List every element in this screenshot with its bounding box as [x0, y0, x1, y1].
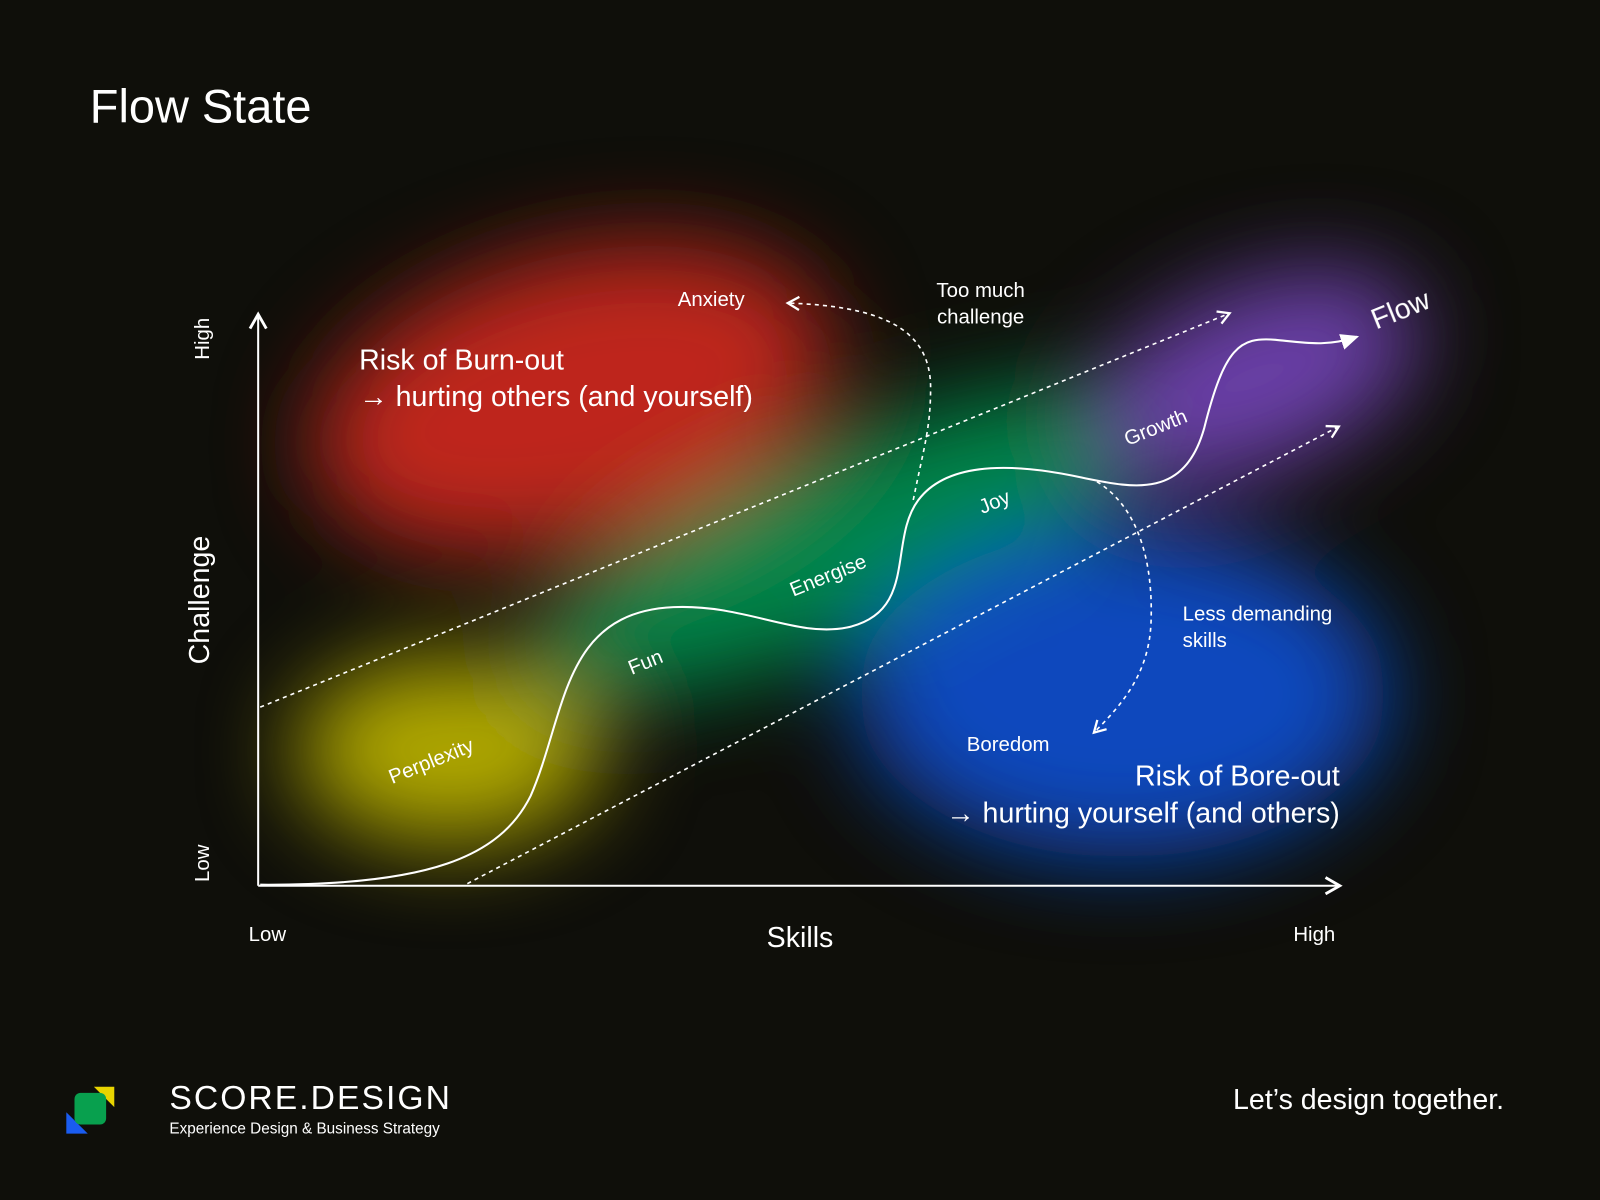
x-high: High — [1293, 924, 1335, 946]
burnout-title: Risk of Burn-out — [359, 344, 564, 376]
axes — [248, 311, 1343, 896]
color-zones — [295, 243, 1420, 858]
y-high: High — [192, 318, 214, 360]
x-label: Skills — [767, 922, 834, 954]
annotation-line: skills — [1183, 630, 1227, 652]
boreout-subtitle: → hurting yourself (and others) — [946, 797, 1340, 829]
flow-curve — [260, 334, 1360, 886]
annotation-line: Too much — [936, 280, 1024, 302]
title: Flow State — [90, 80, 312, 132]
x-low: Low — [249, 924, 287, 946]
boreout-title: Risk of Bore-out — [1135, 761, 1340, 793]
annotation-line: challenge — [937, 306, 1024, 328]
y-low: Low — [192, 844, 214, 882]
guide-lines — [259, 295, 1341, 885]
axis-labels: High Low Challenge Low Skills High — [184, 318, 1335, 954]
burnout-subtitle: → hurting others (and yourself) — [359, 381, 753, 413]
tagline: Experience Design & Business Strategy — [169, 1121, 440, 1138]
annotation-line: Less demanding — [1183, 603, 1333, 625]
brand: SCORE.DESIGN — [169, 1080, 452, 1117]
y-label: Challenge — [184, 536, 216, 665]
anxiety: Anxiety — [678, 289, 746, 311]
boredom: Boredom — [967, 734, 1050, 756]
slogan: Let’s design together. — [1233, 1084, 1504, 1116]
